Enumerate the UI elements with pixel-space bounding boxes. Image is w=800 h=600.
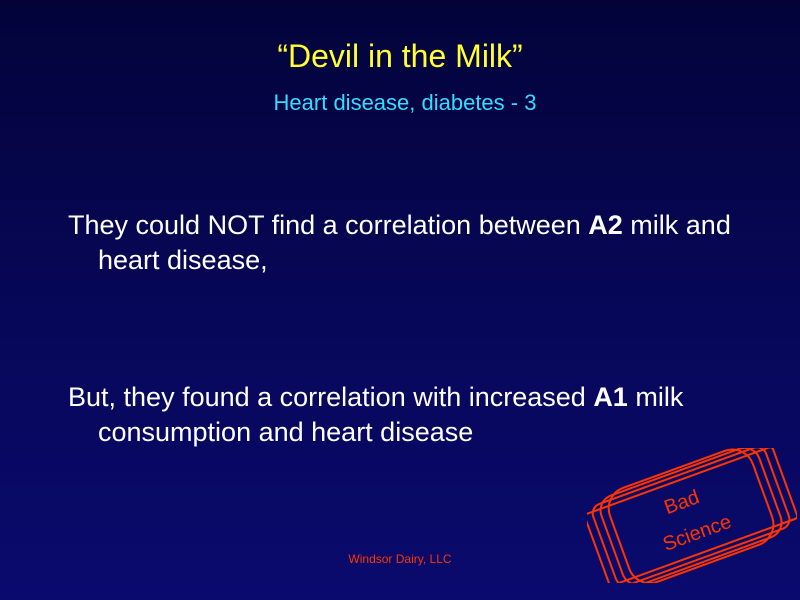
- footer-credit: Windsor Dairy, LLC: [348, 552, 452, 566]
- paragraph-a1-bold: A1: [593, 382, 628, 412]
- paragraph-a1-text: But, they found a correlation with incre…: [68, 382, 594, 412]
- stamp-frame-2: [599, 448, 783, 583]
- paragraph-a1-rest: milk consumption and heart disease: [98, 382, 684, 447]
- bad-science-stamp: Bad Science: [587, 448, 797, 583]
- paragraph-a2: They could NOT find a correlation betwee…: [68, 208, 778, 278]
- stamp-text-bad: Bad: [661, 486, 702, 519]
- paragraph-a1: But, they found a correlation with incre…: [68, 380, 778, 450]
- slide-title: “Devil in the Milk”: [277, 38, 523, 74]
- slide-subtitle: Heart disease, diabetes - 3: [273, 90, 537, 115]
- stamp-frame-1: [591, 448, 791, 583]
- paragraph-a2-text: They could NOT find a correlation betwee…: [68, 210, 589, 240]
- stamp-frame-3: [607, 448, 775, 583]
- paragraph-a2-rest: milk and heart disease,: [98, 210, 731, 275]
- stamp-outer-border: [587, 448, 797, 583]
- paragraph-a2-bold: A2: [588, 210, 623, 240]
